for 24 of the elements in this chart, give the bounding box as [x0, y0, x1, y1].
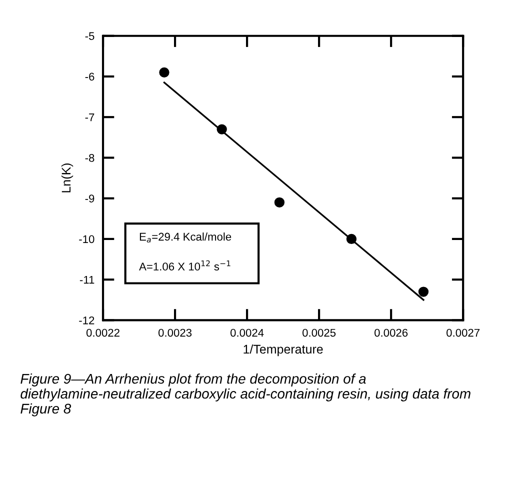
x-tick-label: 0.0025 — [302, 328, 336, 337]
y-axis-title: Ln(K) — [61, 164, 74, 192]
x-tick-label: 0.0022 — [86, 328, 120, 337]
y-tick-label: -9 — [85, 194, 94, 202]
y-tick-label: -8 — [85, 154, 94, 162]
y-tick-label: -11 — [80, 276, 94, 284]
x-tick-label: 0.0026 — [374, 328, 408, 337]
y-tick-label: -10 — [79, 235, 94, 244]
x-tick-label: 0.0023 — [158, 328, 192, 337]
annotation: A=1.06 X 10$^{12}$ s$^{−1}$ — [139, 260, 230, 271]
point — [159, 67, 170, 78]
caption: Figure 9—An Arrhenius plot from the decomposition of a diethylamine-neutralized carboxylic acid-containing resin, using data from Figure 8 — [20, 374, 470, 416]
x-tick-label: 0.0027 — [446, 328, 480, 337]
y-tick-label: -7 — [85, 113, 94, 122]
point — [346, 234, 357, 244]
point — [216, 124, 227, 134]
x-axis-title: 1/Temperature — [244, 344, 323, 356]
point — [418, 286, 429, 297]
y-tick-label: -6 — [85, 72, 94, 81]
annotation: E$_{a}$=29.4 Kcal/mole — [140, 232, 232, 242]
y-tick-label: -5 — [85, 32, 94, 40]
point — [274, 197, 285, 208]
y-tick-label: -12 — [79, 316, 94, 324]
x-tick-label: 0.0024 — [230, 328, 264, 337]
